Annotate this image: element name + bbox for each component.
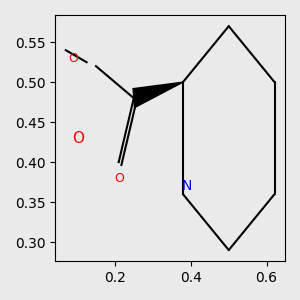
Text: O: O [72,130,84,146]
Text: O: O [68,52,78,65]
Text: O: O [114,172,124,184]
Polygon shape [133,82,183,108]
Text: N: N [182,179,192,193]
